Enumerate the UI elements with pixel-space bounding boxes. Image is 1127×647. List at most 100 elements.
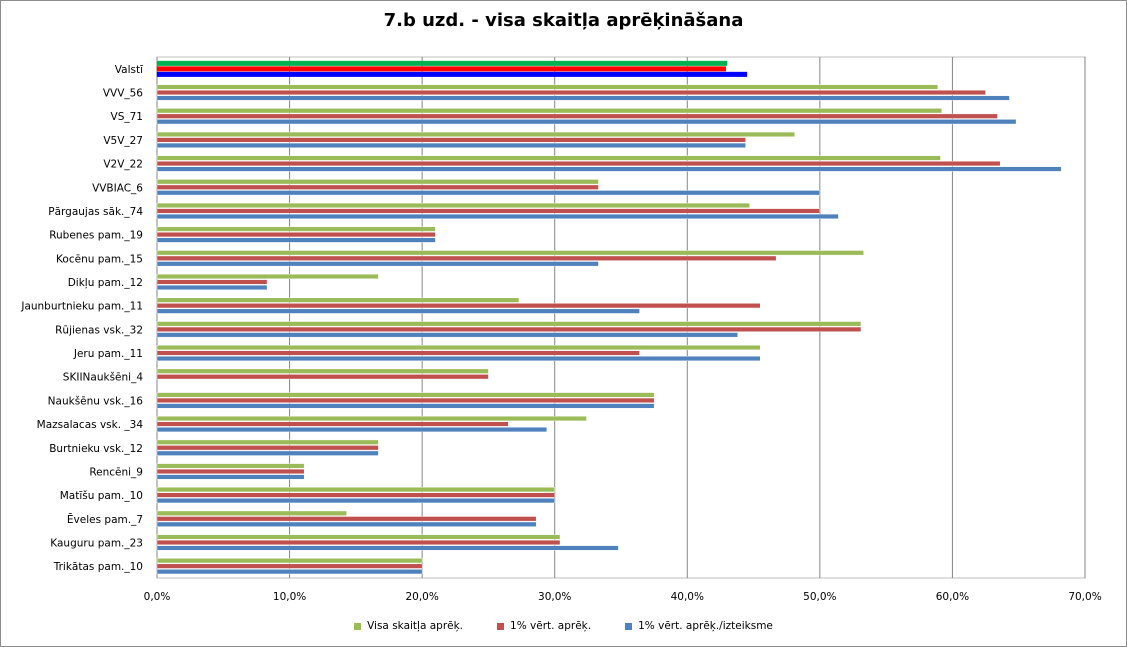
legend-label-series-3: 1% vērt. aprēķ./izteiksme <box>638 620 773 632</box>
bar-1 <box>156 487 555 493</box>
legend-label-series-2: 1% vērt. aprēķ. <box>510 620 592 632</box>
bar-2 <box>156 350 640 356</box>
bar-2 <box>156 208 821 214</box>
bar-2 <box>156 255 777 261</box>
category-label: V2V_22 <box>103 159 143 171</box>
legend-item-series-2: 1% vērt. aprēķ. <box>497 620 591 632</box>
x-tick-label: 20,0% <box>405 591 438 603</box>
category-label: Rubenes pam._19 <box>49 230 143 242</box>
bar-3 <box>156 356 761 362</box>
x-tick-label: 30,0% <box>538 591 571 603</box>
bar-3 <box>156 427 547 433</box>
bar-1 <box>156 202 750 208</box>
bar-3 <box>156 403 655 409</box>
bar-1 <box>156 463 305 469</box>
bar-1 <box>156 155 941 161</box>
bar-3 <box>156 213 839 219</box>
x-tick-label: 40,0% <box>671 591 704 603</box>
bar-1 <box>156 392 655 398</box>
bar-3 <box>156 261 599 267</box>
bar-3 <box>156 284 268 290</box>
category-label: Rūjienas vsk._32 <box>55 324 143 336</box>
bar-2 <box>156 232 436 238</box>
bar-3 <box>156 569 423 575</box>
bar-2 <box>156 113 998 119</box>
category-label: Ēveles pam._7 <box>67 513 143 526</box>
legend-item-series-1: Visa skaitļa aprēķ. <box>354 620 463 632</box>
bar-2 <box>156 421 509 427</box>
bar-2 <box>156 161 1001 167</box>
bar-3 <box>156 119 1017 125</box>
bar-3 <box>156 190 821 196</box>
category-label: Pārgaujas sāk._74 <box>48 206 143 218</box>
x-tick-label: 10,0% <box>273 591 306 603</box>
bar-1 <box>156 297 520 303</box>
bar-2 <box>156 90 986 96</box>
bar-2 <box>156 468 305 474</box>
bar-1 <box>156 84 939 90</box>
bar-1 <box>156 558 423 564</box>
x-tick-label: 50,0% <box>803 591 836 603</box>
bar-1 <box>156 131 795 137</box>
bar-3 <box>156 521 537 527</box>
bar-1 <box>156 439 379 445</box>
legend-label-series-1: Visa skaitļa aprēķ. <box>367 620 464 632</box>
x-tick-label: 70,0% <box>1068 591 1101 603</box>
legend-swatch-series-3 <box>625 622 633 630</box>
bar-1 <box>156 416 587 422</box>
category-label: Jaunburtnieku pam._11 <box>20 301 143 313</box>
bar-3 <box>156 450 379 456</box>
bar-1 <box>156 345 761 351</box>
bar-3 <box>156 498 555 504</box>
category-label: VS_71 <box>111 111 143 123</box>
bar-3 <box>156 71 748 77</box>
bar-3 <box>156 545 619 551</box>
bar-2 <box>156 563 423 569</box>
bar-1 <box>156 368 489 374</box>
x-tick-label: 0,0% <box>144 591 171 603</box>
category-label: Kocēnu pam._15 <box>56 253 143 265</box>
category-label: Matīšu pam._10 <box>60 490 143 502</box>
bar-1 <box>156 226 436 232</box>
category-label: SKIINaukšēni_4 <box>63 372 144 384</box>
bar-2 <box>156 445 379 451</box>
bar-2 <box>156 326 862 332</box>
bar-3 <box>156 474 305 480</box>
bar-2 <box>156 539 561 545</box>
bar-2 <box>156 66 726 72</box>
category-label: Mazsalacas vsk. _34 <box>37 419 144 431</box>
category-label: V5V_27 <box>103 135 143 147</box>
category-label: Valstī <box>115 64 143 76</box>
bar-1 <box>156 250 864 256</box>
bar-1 <box>156 534 561 540</box>
bar-2 <box>156 374 489 380</box>
category-label: Rencēni_9 <box>89 466 143 478</box>
bar-2 <box>156 279 268 285</box>
bar-1 <box>156 510 347 516</box>
chart-title: 7.b uzd. - visa skaitļa aprēķināšana <box>383 10 744 31</box>
bar-2 <box>156 397 655 403</box>
category-label: VVV_56 <box>103 88 143 100</box>
category-label: VVBIAC_6 <box>92 182 143 194</box>
bar-1 <box>156 179 599 185</box>
x-tick-label: 60,0% <box>936 591 969 603</box>
category-label: Jeru pam._11 <box>73 348 143 360</box>
bar-1 <box>156 60 728 66</box>
bar-2 <box>156 492 555 498</box>
bar-3 <box>156 308 640 314</box>
legend-swatch-series-1 <box>354 622 362 630</box>
bar-3 <box>156 166 1062 172</box>
bar-3 <box>156 95 1010 101</box>
legend-item-series-3: 1% vērt. aprēķ./izteiksme <box>625 620 773 632</box>
bar-3 <box>156 237 436 243</box>
bar-2 <box>156 137 746 143</box>
legend-swatch-series-2 <box>497 622 505 630</box>
bar-3 <box>156 142 746 148</box>
bar-1 <box>156 273 379 279</box>
bar-2 <box>156 303 761 309</box>
bar-2 <box>156 184 599 190</box>
category-label: Naukšēnu vsk._16 <box>48 395 144 407</box>
bar-3 <box>156 332 738 338</box>
bar-1 <box>156 108 943 114</box>
